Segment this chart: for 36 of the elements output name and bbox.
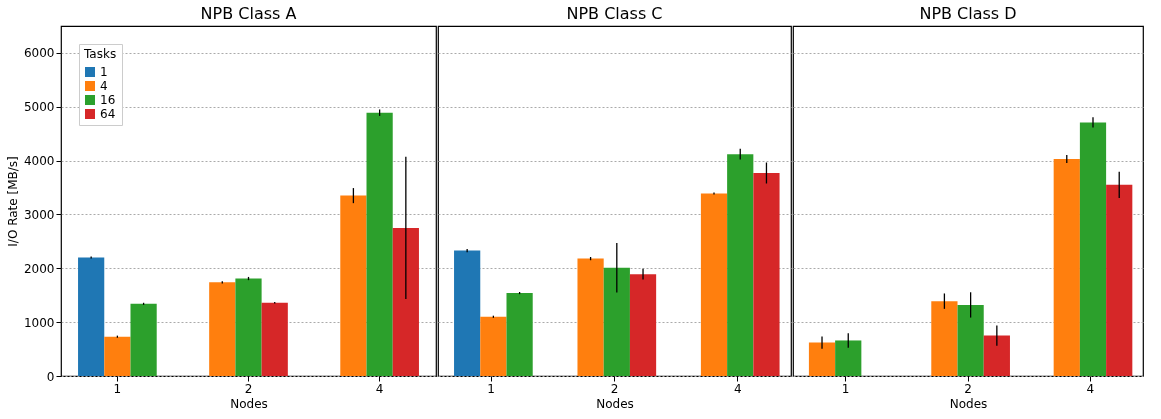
bar (1106, 184, 1133, 376)
y-tick-label: 5000 (23, 100, 55, 115)
y-tick-label: 4000 (23, 154, 55, 169)
y-axis-title: I/O Rate [MB/s] (5, 156, 20, 247)
x-tick-label: 1 (841, 381, 850, 396)
chart-title: NPB Class A (200, 4, 297, 23)
x-tick-label: 1 (113, 381, 122, 396)
x-axis-title: Nodes (949, 396, 988, 411)
legend-label: 16 (100, 93, 116, 107)
bar (1053, 159, 1080, 376)
bar (1079, 122, 1107, 376)
bar (983, 335, 1010, 376)
y-tick-label: 0 (46, 369, 55, 384)
x-tick-label: 4 (375, 381, 384, 396)
bar (957, 304, 984, 376)
legend-label: 64 (100, 107, 116, 121)
x-tick-label: 2 (610, 381, 619, 396)
legend-title: Tasks (83, 47, 117, 61)
bar (835, 340, 862, 376)
x-axis-title: Nodes (596, 396, 634, 411)
chart-title: NPB Class D (919, 4, 1017, 23)
x-tick-label: 1 (487, 381, 495, 396)
bar (931, 301, 958, 376)
chart-title: NPB Class C (566, 4, 663, 23)
y-tick-label: 6000 (23, 46, 55, 61)
x-tick-label: 2 (244, 381, 253, 396)
legend-label: 4 (100, 79, 108, 93)
y-tick-label: 2000 (23, 261, 55, 276)
bar (808, 342, 836, 376)
x-tick-label: 4 (734, 381, 742, 396)
y-tick-label: 1000 (23, 315, 55, 330)
y-tick-label: 3000 (23, 207, 55, 222)
x-tick-label: 2 (964, 381, 972, 396)
legend-label: 1 (100, 65, 108, 79)
x-axis-title: Nodes (230, 396, 268, 411)
x-tick-label: 4 (1086, 381, 1095, 396)
